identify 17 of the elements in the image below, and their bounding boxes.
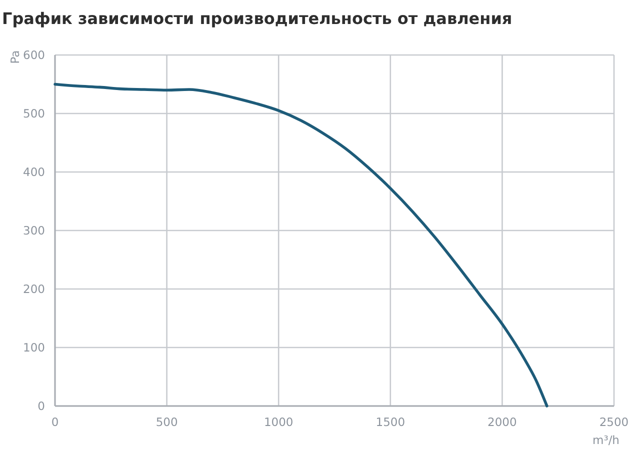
- line-series: [54, 82, 548, 408]
- x-axis-title: m³/h: [592, 433, 620, 447]
- y-axis-title: Pa: [8, 50, 22, 64]
- y-tick-label: 300: [23, 224, 45, 238]
- y-tick-label: 100: [23, 340, 45, 355]
- x-tick-label: 1500: [376, 415, 406, 429]
- y-tick-label: 0: [38, 399, 45, 414]
- y-tick-label: 400: [23, 165, 45, 180]
- x-tick-label: 0: [51, 415, 59, 429]
- y-tick-label: 500: [23, 106, 45, 121]
- x-tick-label: 2000: [488, 415, 517, 429]
- x-tick-label: 1000: [264, 415, 294, 429]
- x-tick-label: 2500: [599, 415, 629, 429]
- x-tick-label: 500: [156, 415, 178, 429]
- y-tick-label: 200: [23, 282, 45, 296]
- chart-title: График зависимости производительность от давления: [2, 9, 512, 28]
- y-tick-label: 600: [23, 48, 45, 62]
